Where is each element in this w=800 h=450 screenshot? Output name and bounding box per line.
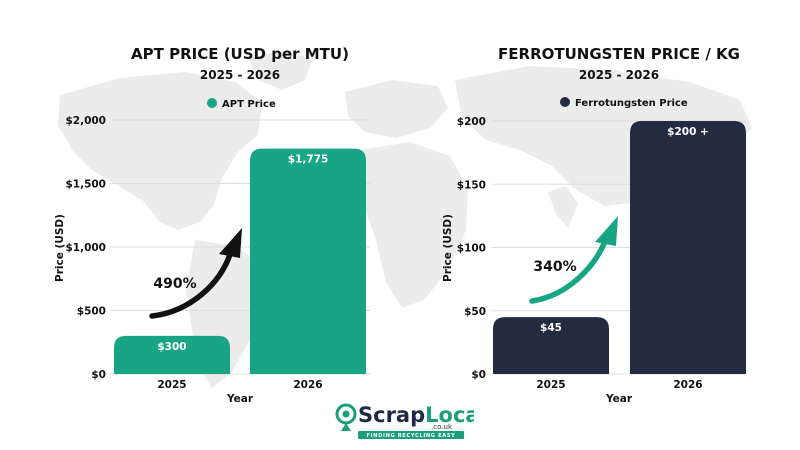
y-tick-label: $0 (91, 369, 106, 381)
bar (114, 335, 230, 374)
recycle-pin-icon (335, 403, 357, 431)
x-tick-label: 2025 (157, 379, 186, 391)
legend-label: Ferrotungsten Price (575, 98, 688, 109)
logo-tagline: FINDING RECYCLING EASY (366, 433, 455, 439)
scraplocal-logo: ScrapLocal .co.uk FINDING RECYCLING EASY (335, 403, 474, 439)
bar-value-label: $45 (540, 322, 562, 334)
bar-value-label: $1,775 (288, 154, 329, 166)
y-tick-labels: $0 $500 $1,000 $1,500 $2,000 (65, 115, 106, 381)
bars: $300 $1,775 (114, 148, 366, 374)
y-axis-label: Price (USD) (54, 214, 66, 282)
x-axis-label: Year (226, 393, 254, 405)
bar-value-label: $200 + (667, 126, 709, 138)
chart-subtitle: 2025 - 2026 (579, 68, 659, 82)
bar (630, 121, 746, 374)
logo-domain: .co.uk (431, 423, 453, 431)
x-tick-labels: 2025 2026 (157, 379, 322, 391)
growth-percentage: 340% (533, 259, 576, 275)
growth-arrow-line (529, 233, 610, 304)
growth-arrow-head (219, 228, 242, 258)
chart-subtitle: 2025 - 2026 (200, 68, 280, 82)
x-axis-label: Year (605, 393, 633, 405)
growth-percentage: 490% (153, 276, 196, 292)
legend-marker (560, 97, 570, 107)
y-tick-label: $200 (457, 116, 486, 128)
y-tick-labels: $0 $50 $100 $150 $200 (457, 116, 486, 381)
legend-label: APT Price (222, 99, 276, 110)
y-axis-label: Price (USD) (442, 214, 454, 282)
y-tick-label: $100 (457, 243, 486, 255)
logo-tagline-banner (358, 431, 464, 439)
logo-word: ScrapLocal (358, 403, 474, 427)
y-tick-label: $500 (77, 306, 106, 318)
growth-arrow-head (595, 216, 618, 246)
growth-arrow (149, 228, 242, 319)
y-tick-label: $50 (464, 306, 486, 318)
bar (250, 148, 366, 374)
y-tick-label: $1,500 (65, 179, 106, 191)
growth-arrow-line (149, 245, 235, 319)
y-tick-label: $0 (471, 369, 486, 381)
x-tick-label: 2026 (673, 379, 702, 391)
chart-title: APT PRICE (USD per MTU) (131, 45, 349, 63)
x-tick-label: 2026 (293, 379, 322, 391)
x-tick-label: 2025 (536, 379, 565, 391)
bar (493, 317, 609, 374)
bar-value-label: $300 (157, 341, 186, 353)
chart-title: FERROTUNGSTEN PRICE / KG (498, 45, 740, 63)
y-tick-label: $1,000 (65, 242, 106, 254)
x-tick-labels: 2025 2026 (536, 379, 702, 391)
y-tick-label: $2,000 (65, 115, 106, 127)
y-tick-label: $150 (457, 179, 486, 191)
bars: $45 $200 + (493, 121, 746, 374)
growth-arrow (529, 216, 618, 304)
legend-marker (207, 98, 217, 108)
